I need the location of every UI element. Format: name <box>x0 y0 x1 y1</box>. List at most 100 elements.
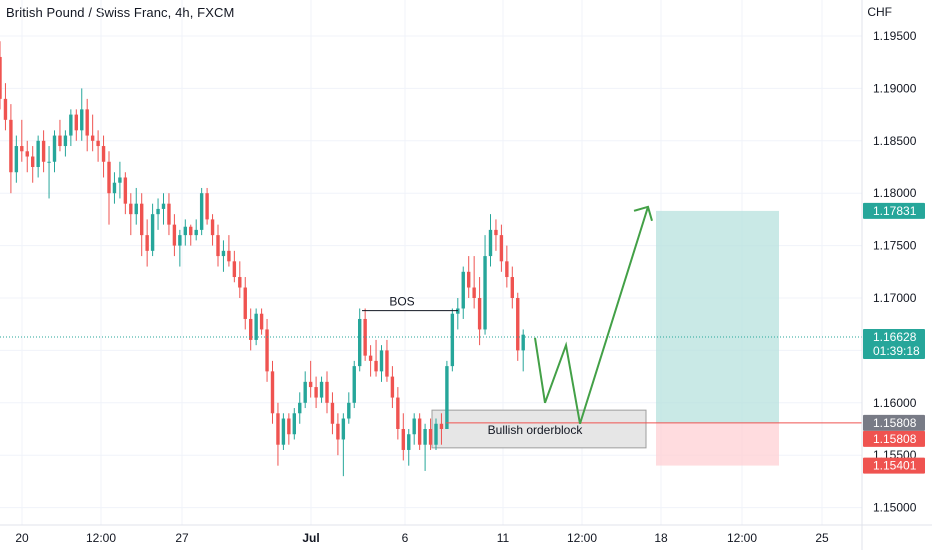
x-tick-label: 12:00 <box>567 531 597 545</box>
candle-up <box>14 146 19 173</box>
y-tick-label: 1.17500 <box>873 239 917 253</box>
target-price-label-bg <box>863 202 925 219</box>
candle-down <box>58 135 62 147</box>
candle-up <box>445 366 449 429</box>
orderblock-label: Bullish orderblock <box>488 423 584 437</box>
candle-down <box>363 318 367 356</box>
candle-down <box>270 371 275 414</box>
candle-down <box>25 151 29 157</box>
candle-down <box>189 226 193 236</box>
x-tick-label: 6 <box>402 531 409 545</box>
candle-up <box>69 114 73 136</box>
candle-down <box>172 224 177 246</box>
candle-up <box>292 413 296 435</box>
candle-down <box>210 219 215 236</box>
candle-down <box>467 271 471 288</box>
bos-label: BOS <box>389 295 414 309</box>
candle-down <box>107 161 111 194</box>
candle-up <box>434 423 438 445</box>
x-tick-label: 12:00 <box>727 531 757 545</box>
candle-down <box>90 135 95 141</box>
annotations: Bullish orderblock BOS <box>0 205 862 437</box>
entry-price-label-alt-bg <box>863 430 925 447</box>
candle-down <box>330 402 335 424</box>
target-price-label: 1.17831 <box>863 202 925 219</box>
entry-price-label: 1.15808 <box>863 414 925 431</box>
candle-up <box>347 402 351 419</box>
candle-down <box>20 146 24 152</box>
candle-up <box>47 161 51 163</box>
candle-down <box>510 277 514 298</box>
candle-down <box>308 381 313 388</box>
candle-up <box>52 135 57 162</box>
current-price-label-text: 1.16628 <box>873 330 917 344</box>
candle-down <box>368 355 373 361</box>
stop-price-label-text: 1.15401 <box>873 459 917 473</box>
stop-zone <box>656 422 779 466</box>
y-tick-label: 1.17000 <box>873 291 917 305</box>
candle-down <box>477 298 482 330</box>
candle-down <box>516 298 520 351</box>
symbol-title[interactable]: British Pound / Swiss Franc, 4h, FXCM <box>6 5 235 20</box>
target-zone <box>656 210 779 423</box>
candle-up <box>521 334 525 351</box>
candle-up <box>319 381 324 398</box>
candle-up <box>156 208 160 215</box>
candle-down <box>145 235 149 251</box>
candle-down <box>401 429 405 450</box>
candle-up <box>488 229 493 257</box>
candle-down <box>96 140 100 147</box>
candle-up <box>254 313 258 340</box>
candle-up <box>281 418 286 445</box>
candle-up <box>379 350 384 372</box>
candle-up <box>63 135 68 147</box>
x-tick-label: 25 <box>815 531 829 545</box>
candle-down <box>232 261 237 278</box>
position-zones <box>431 210 779 466</box>
candle-down <box>227 250 231 262</box>
candle-down <box>129 203 133 215</box>
candle-down <box>396 397 400 429</box>
y-tick-label: 1.18500 <box>873 134 917 148</box>
candle-down <box>9 119 13 173</box>
candle-down <box>472 287 476 298</box>
candle-down <box>390 376 395 398</box>
candle-down <box>336 423 340 440</box>
candle-up <box>112 182 117 194</box>
candle-down <box>499 235 504 262</box>
candle-down <box>314 387 318 398</box>
candle-down <box>85 109 89 136</box>
current-price-label-bg <box>863 328 925 359</box>
candle-down <box>505 261 509 278</box>
candle-up <box>341 418 346 440</box>
candle-down <box>123 177 128 204</box>
x-tick-label: 20 <box>15 531 29 545</box>
candle-down <box>287 418 291 435</box>
entry-price-label-alt-text: 1.15808 <box>873 432 917 446</box>
candle-down <box>41 140 46 162</box>
stop-price-label-bg <box>863 457 925 474</box>
candle-up <box>298 402 302 414</box>
candle-up <box>221 250 226 257</box>
candle-up <box>80 109 84 131</box>
candle-up <box>450 313 455 367</box>
projection-path <box>534 206 649 425</box>
candle-down <box>265 329 269 372</box>
candle-up <box>303 381 307 403</box>
x-tick-label: 27 <box>175 531 189 545</box>
y-tick-label: 1.19000 <box>873 81 917 95</box>
candle-down <box>325 381 329 403</box>
projection-arrowhead <box>633 205 653 222</box>
candle-up <box>183 226 187 236</box>
candle-down <box>417 418 422 445</box>
candle-up <box>423 429 427 445</box>
candle-down <box>216 235 220 257</box>
candle-down <box>276 413 280 445</box>
candle-down <box>428 429 433 445</box>
entry-price-label-alt: 1.15808 <box>863 430 925 447</box>
candle-up <box>407 434 411 450</box>
